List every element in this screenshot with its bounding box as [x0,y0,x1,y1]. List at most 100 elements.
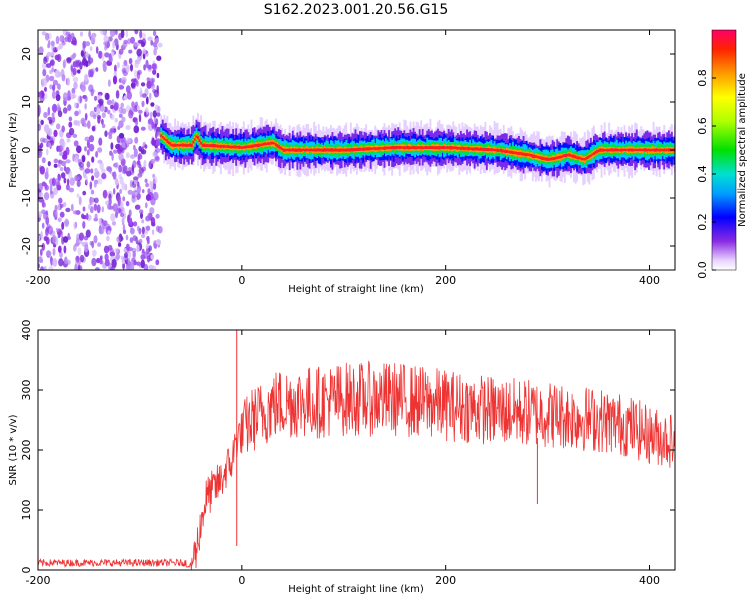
noise-mark [93,114,97,120]
band-mark [203,143,205,147]
band-mark [391,146,394,150]
bottom-y-tick-label: 100 [20,500,33,521]
noise-mark [119,201,124,209]
band-mark [493,148,496,151]
noise-mark [132,160,137,169]
noise-mark [56,181,61,190]
band-mark [311,149,314,152]
noise-mark [138,185,141,194]
band-mark [323,148,326,152]
noise-mark [154,156,160,162]
noise-mark [88,30,91,38]
noise-mark [76,179,81,188]
band-mark [256,143,259,148]
noise-mark [63,150,68,157]
band-mark [629,148,632,152]
noise-mark [101,123,106,129]
noise-mark [151,63,157,70]
noise-mark [50,256,53,263]
noise-mark [65,31,71,36]
noise-mark [113,149,118,154]
band-mark [498,149,501,152]
band-mark [392,146,395,150]
noise-mark [118,132,125,139]
noise-mark [84,146,87,152]
noise-mark [82,57,87,66]
band-mark [322,148,325,152]
band-mark [579,157,582,160]
noise-mark [59,35,64,43]
noise-mark [145,194,152,201]
band-mark [452,146,455,150]
noise-mark [152,151,158,158]
noise-mark [101,206,105,213]
noise-mark [60,203,64,208]
noise-mark [156,55,162,61]
noise-mark [38,107,41,116]
band-mark [395,145,398,150]
noise-mark [56,123,61,130]
band-mark [614,148,617,152]
noise-mark [123,39,128,45]
noise-mark [75,259,78,268]
noise-mark [114,162,119,169]
noise-mark [104,130,108,137]
noise-mark [91,257,97,267]
noise-mark [141,189,145,194]
noise-mark [38,256,43,263]
band-mark [174,143,176,147]
noise-mark [97,147,103,153]
noise-mark [85,175,88,185]
noise-mark [101,112,106,118]
noise-mark [140,254,146,260]
band-mark [648,148,650,151]
noise-mark [66,138,71,143]
band-mark [589,154,592,157]
noise-mark [52,116,56,123]
noise-mark [128,251,132,259]
noise-mark [145,96,149,105]
noise-mark [41,31,47,36]
band-mark [241,146,244,149]
band-mark [528,153,531,157]
band-mark [458,147,461,150]
band-mark [667,148,670,152]
band-mark [409,146,412,149]
noise-mark [134,204,141,210]
noise-mark [118,84,124,90]
band-mark [541,156,543,160]
band-mark [336,148,338,152]
noise-mark [125,30,129,38]
noise-mark [133,77,138,86]
band-mark [216,144,219,148]
band-mark [377,147,380,151]
band-mark [515,151,517,155]
band-mark [496,148,499,152]
noise-mark [157,42,163,48]
band-mark [259,143,262,147]
band-mark [164,138,167,142]
noise-mark [56,46,61,51]
colorbar-tick-label: 0.4 [696,165,709,183]
band-mark [316,148,319,152]
noise-mark [81,213,85,219]
noise-mark [94,95,97,101]
noise-mark [153,48,157,56]
band-mark [464,147,467,150]
band-mark [192,140,195,144]
noise-mark [127,189,133,195]
noise-mark [98,98,104,105]
noise-mark [145,243,150,249]
noise-mark [125,201,130,207]
noise-mark [129,262,135,270]
noise-mark [129,217,133,226]
noise-mark [121,217,125,223]
noise-mark [76,59,82,67]
noise-mark [74,102,77,109]
noise-mark [111,258,117,268]
band-mark [357,147,360,151]
band-mark [372,147,375,150]
noise-mark [112,203,118,212]
band-mark [661,149,664,152]
